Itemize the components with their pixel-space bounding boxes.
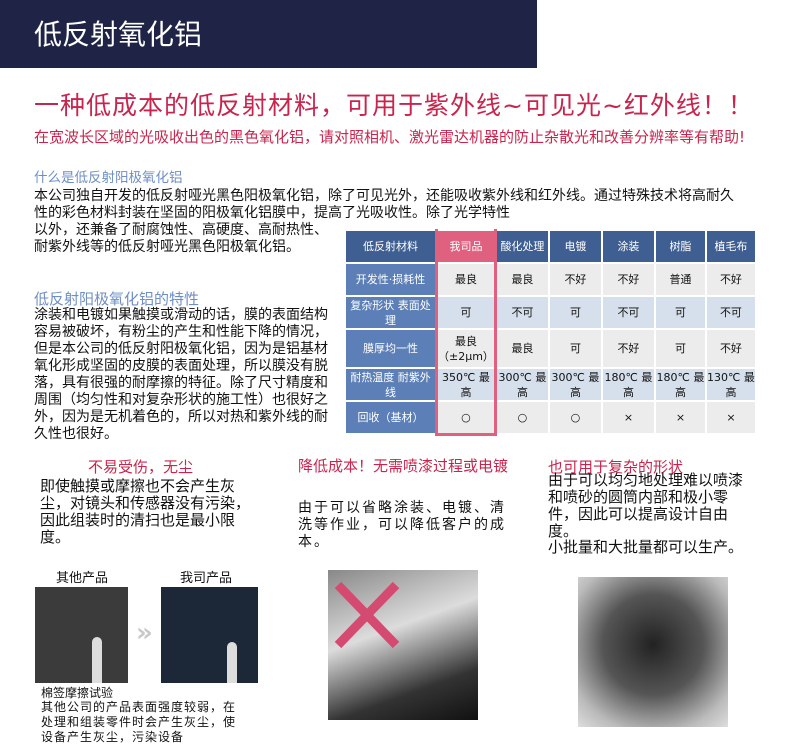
cell: 最良 xyxy=(435,262,497,297)
cell: 普通 xyxy=(653,262,707,297)
cell: ○ xyxy=(547,400,603,435)
row-label: 耐热温度 耐紫外线 xyxy=(344,367,438,402)
cell: 300℃ 最高 xyxy=(547,367,603,402)
feature3-text: 由于可以均匀地处理难以喷漆和喷砂的圆筒内部和极小零件，因此可以提高设计自由度。 xyxy=(548,471,744,540)
cell: × xyxy=(704,400,757,435)
other-product-label: 其他产品 xyxy=(56,571,109,586)
feature1-title: 不易受伤，无尘 xyxy=(88,458,194,476)
section1-text-cont: 以外，还兼备了耐腐蚀性、高硬度、高耐热性、耐紫外线等的低反射哑光黑色阳极氧化铝。 xyxy=(34,222,328,255)
cell: 不好 xyxy=(600,262,656,297)
header-bar: 低反射氧化铝 xyxy=(0,0,537,68)
table-row: 耐热温度 耐紫外线 350℃ 最高 300℃ 最高 300℃ 最高 180℃ 最… xyxy=(344,367,757,402)
row-label: 开发性·损耗性 xyxy=(344,262,438,297)
cell: 不好 xyxy=(547,262,603,297)
cell: 180℃ 最高 xyxy=(600,367,656,402)
cell: ○ xyxy=(435,400,497,436)
feature3-title: 也可用于复杂的形状 xyxy=(548,458,684,476)
cell: 最良（±2μm） xyxy=(435,328,497,369)
cell: 可 xyxy=(435,295,497,330)
cotton-swab-icon xyxy=(227,642,237,683)
cell: 最良 xyxy=(494,262,550,297)
row-label: 回收（基材） xyxy=(344,400,438,435)
subtitle: 在宽波长区域的光吸收出色的黑色氧化铝，请对照相机、激光雷达机器的防止杂散光和改善… xyxy=(34,128,746,146)
feature2-text: 由于可以省略涂装、电镀、清洗等作业，可以降低客户的成本。 xyxy=(298,500,506,550)
feature2-title: 降低成本！无需喷漆过程或电镀 xyxy=(298,457,509,475)
table-row: 复杂形状 表面处理 可 不可 可 不可 可 不可 xyxy=(344,295,757,330)
test-text: 其他公司的产品表面强度较弱，在处理和组装零件时会产生灰尘，使设备产生灰尘，污染设… xyxy=(41,700,237,744)
cell: 不好 xyxy=(704,328,757,369)
cell: 可 xyxy=(653,295,707,330)
table-header: 植毛布 xyxy=(704,229,757,264)
page-title: 低反射氧化铝 xyxy=(34,18,203,51)
cross-mark-icon xyxy=(334,581,400,649)
cell: 不好 xyxy=(704,262,757,297)
feature1-text: 即使触摸或摩擦也不会产生灰尘，对镜头和传感器没有污染，因此组装时的清扫也是最小限… xyxy=(40,477,251,546)
test-caption: 棉签摩擦试验 xyxy=(41,686,114,700)
headline: 一种低成本的低反射材料，可用于紫外线~可见光~红外线！！ xyxy=(34,91,754,120)
cell: 最良 xyxy=(494,328,550,369)
engineer-photo xyxy=(328,570,478,720)
row-label: 复杂形状 表面处理 xyxy=(344,295,438,330)
section2-heading: 低反射阳极氧化铝的特性 xyxy=(34,290,200,308)
table-header: 涂装 xyxy=(600,229,656,264)
table-header: 低反射材料 xyxy=(344,229,438,264)
table-row: 开发性·损耗性 最良 最良 不好 不好 普通 不好 xyxy=(344,262,757,297)
arrow-icon: » xyxy=(136,618,153,648)
table-row: 回收（基材） ○ ○ ○ × × × xyxy=(344,400,757,436)
cell: 可 xyxy=(547,328,603,369)
cell: 300℃ 最高 xyxy=(494,367,550,402)
feature3-text2: 小批量和大批量都可以生产。 xyxy=(548,538,744,556)
cell: × xyxy=(653,400,707,435)
comparison-table: 低反射材料 我司品 酸化处理 电镀 涂装 树脂 植毛布 开发性·损耗性 最良 最… xyxy=(344,229,757,436)
our-product-photo xyxy=(161,587,258,683)
cell: 350℃ 最高 xyxy=(435,367,497,402)
black-parts-photo xyxy=(578,577,728,727)
table-header: 酸化处理 xyxy=(494,229,550,264)
row-label: 膜厚均一性 xyxy=(344,328,438,369)
table-header: 电镀 xyxy=(547,229,603,264)
cell: 可 xyxy=(547,295,603,330)
table-row: 膜厚均一性 最良（±2μm） 最良 可 不好 可 不好 xyxy=(344,328,757,369)
cotton-swab-icon xyxy=(92,637,102,683)
section2-text: 涂装和电镀如果触摸或滑动的话，膜的表面结构容易被破坏，有粉尘的产生和性能下降的情… xyxy=(34,307,328,442)
cell: 不可 xyxy=(600,295,656,330)
table-header: 树脂 xyxy=(653,229,707,264)
cell: 不好 xyxy=(600,328,656,369)
cell: 130℃ 最高 xyxy=(704,367,757,402)
our-product-label: 我司产品 xyxy=(180,571,233,586)
cell: 180℃ 最高 xyxy=(653,367,707,402)
cell: 可 xyxy=(653,328,707,369)
table-header-ours: 我司品 xyxy=(435,229,497,264)
cell: 不可 xyxy=(494,295,550,330)
section1-text: 本公司独自开发的低反射哑光黑色阳极氧化铝，除了可见光外，还能吸收紫外线和红外线。… xyxy=(34,188,734,221)
section1-heading: 什么是低反射阳极氧化铝 xyxy=(34,170,183,186)
cell: 不可 xyxy=(704,295,757,330)
cell: × xyxy=(600,400,656,435)
cell: ○ xyxy=(494,400,550,435)
other-product-photo xyxy=(35,587,128,683)
